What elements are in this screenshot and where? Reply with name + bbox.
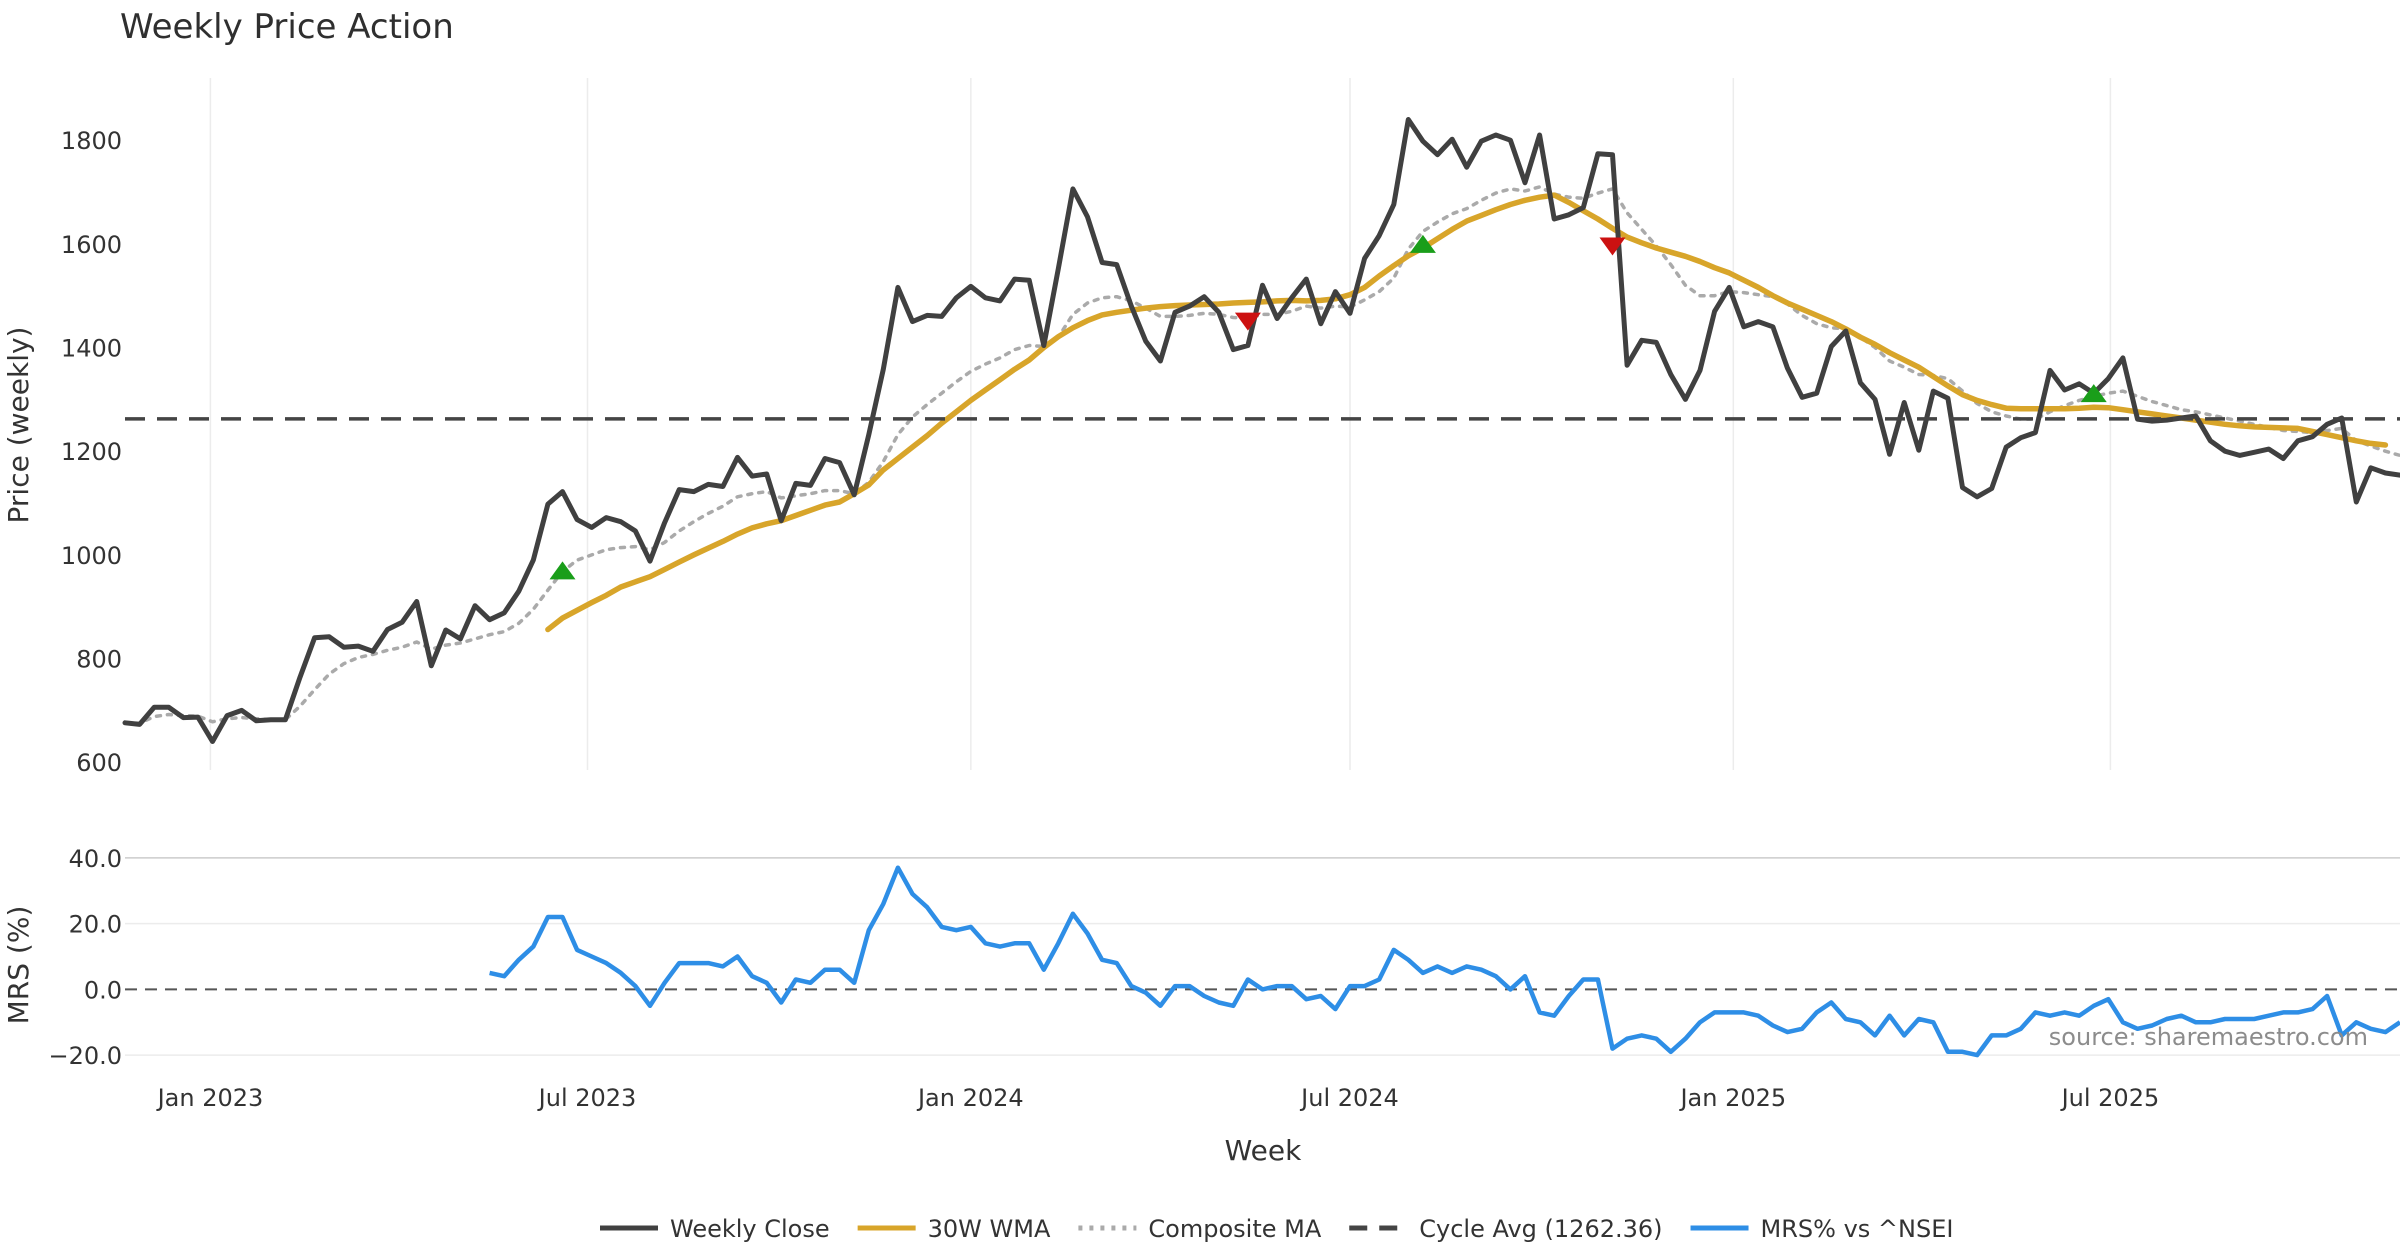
legend-label: MRS% vs ^NSEI (1761, 1215, 1954, 1243)
chart-title: Weekly Price Action (120, 7, 454, 47)
buy-signal-marker (2080, 384, 2107, 403)
sell-signal-marker (1599, 237, 1626, 256)
price-y-tick-label: 1800 (61, 127, 122, 155)
mrs-y-tick-label: 20.0 (69, 911, 122, 939)
buy-signal-marker (549, 561, 576, 580)
legend-label: Composite MA (1148, 1215, 1321, 1243)
price-y-tick-label: 800 (76, 646, 122, 674)
source-note: source: sharemaestro.com (2049, 1023, 2368, 1051)
x-tick-label: Jan 2025 (1678, 1084, 1786, 1112)
x-tick-label: Jan 2023 (156, 1084, 264, 1112)
price-y-ticks: 600 800 1000 1200 1400 1600 1800 (61, 127, 122, 777)
legend: Weekly Close 30W WMA Composite MA Cycle Avg… (600, 1215, 1953, 1243)
legend-label: Weekly Close (670, 1215, 830, 1243)
mrs-line (489, 865, 2400, 1058)
mrs-y-tick-label: −20.0 (48, 1042, 122, 1070)
x-tick-label: Jul 2025 (2060, 1084, 2160, 1112)
price-series (122, 117, 2400, 744)
legend-label: 30W WMA (928, 1215, 1051, 1243)
mrs-gridlines (125, 857, 2400, 1056)
mrs-y-axis-label: MRS (%) (2, 906, 35, 1025)
x-tick-label: Jul 2024 (1299, 1084, 1399, 1112)
price-y-tick-label: 1200 (61, 438, 122, 466)
price-y-axis-label: Price (weekly) (2, 327, 35, 524)
mrs-y-ticks: −20.0 0.0 20.0 40.0 (48, 845, 122, 1070)
composite-ma-line (123, 185, 2400, 726)
mrs-y-tick-label: 0.0 (84, 976, 122, 1004)
legend-label: Cycle Avg (1262.36) (1419, 1215, 1662, 1243)
mrs-y-tick-label: 40.0 (69, 845, 122, 873)
signal-markers (549, 234, 2107, 580)
mrs-series (489, 865, 2400, 1058)
x-ticks: Jan 2023 Jul 2023 Jan 2024 Jul 2024 Jan 2025… (156, 1084, 2160, 1112)
price-y-tick-label: 600 (76, 749, 122, 777)
x-tick-label: Jan 2024 (916, 1084, 1024, 1112)
buy-signal-marker (1409, 234, 1436, 253)
x-axis-label: Week (1225, 1134, 1302, 1167)
price-y-tick-label: 1400 (61, 335, 122, 363)
price-y-tick-label: 1000 (61, 542, 122, 570)
weekly-close-line (122, 117, 2400, 744)
price-gridlines (209, 78, 2112, 770)
price-y-tick-label: 1600 (61, 231, 122, 259)
x-tick-label: Jul 2023 (537, 1084, 637, 1112)
sell-signal-marker (1234, 312, 1261, 331)
